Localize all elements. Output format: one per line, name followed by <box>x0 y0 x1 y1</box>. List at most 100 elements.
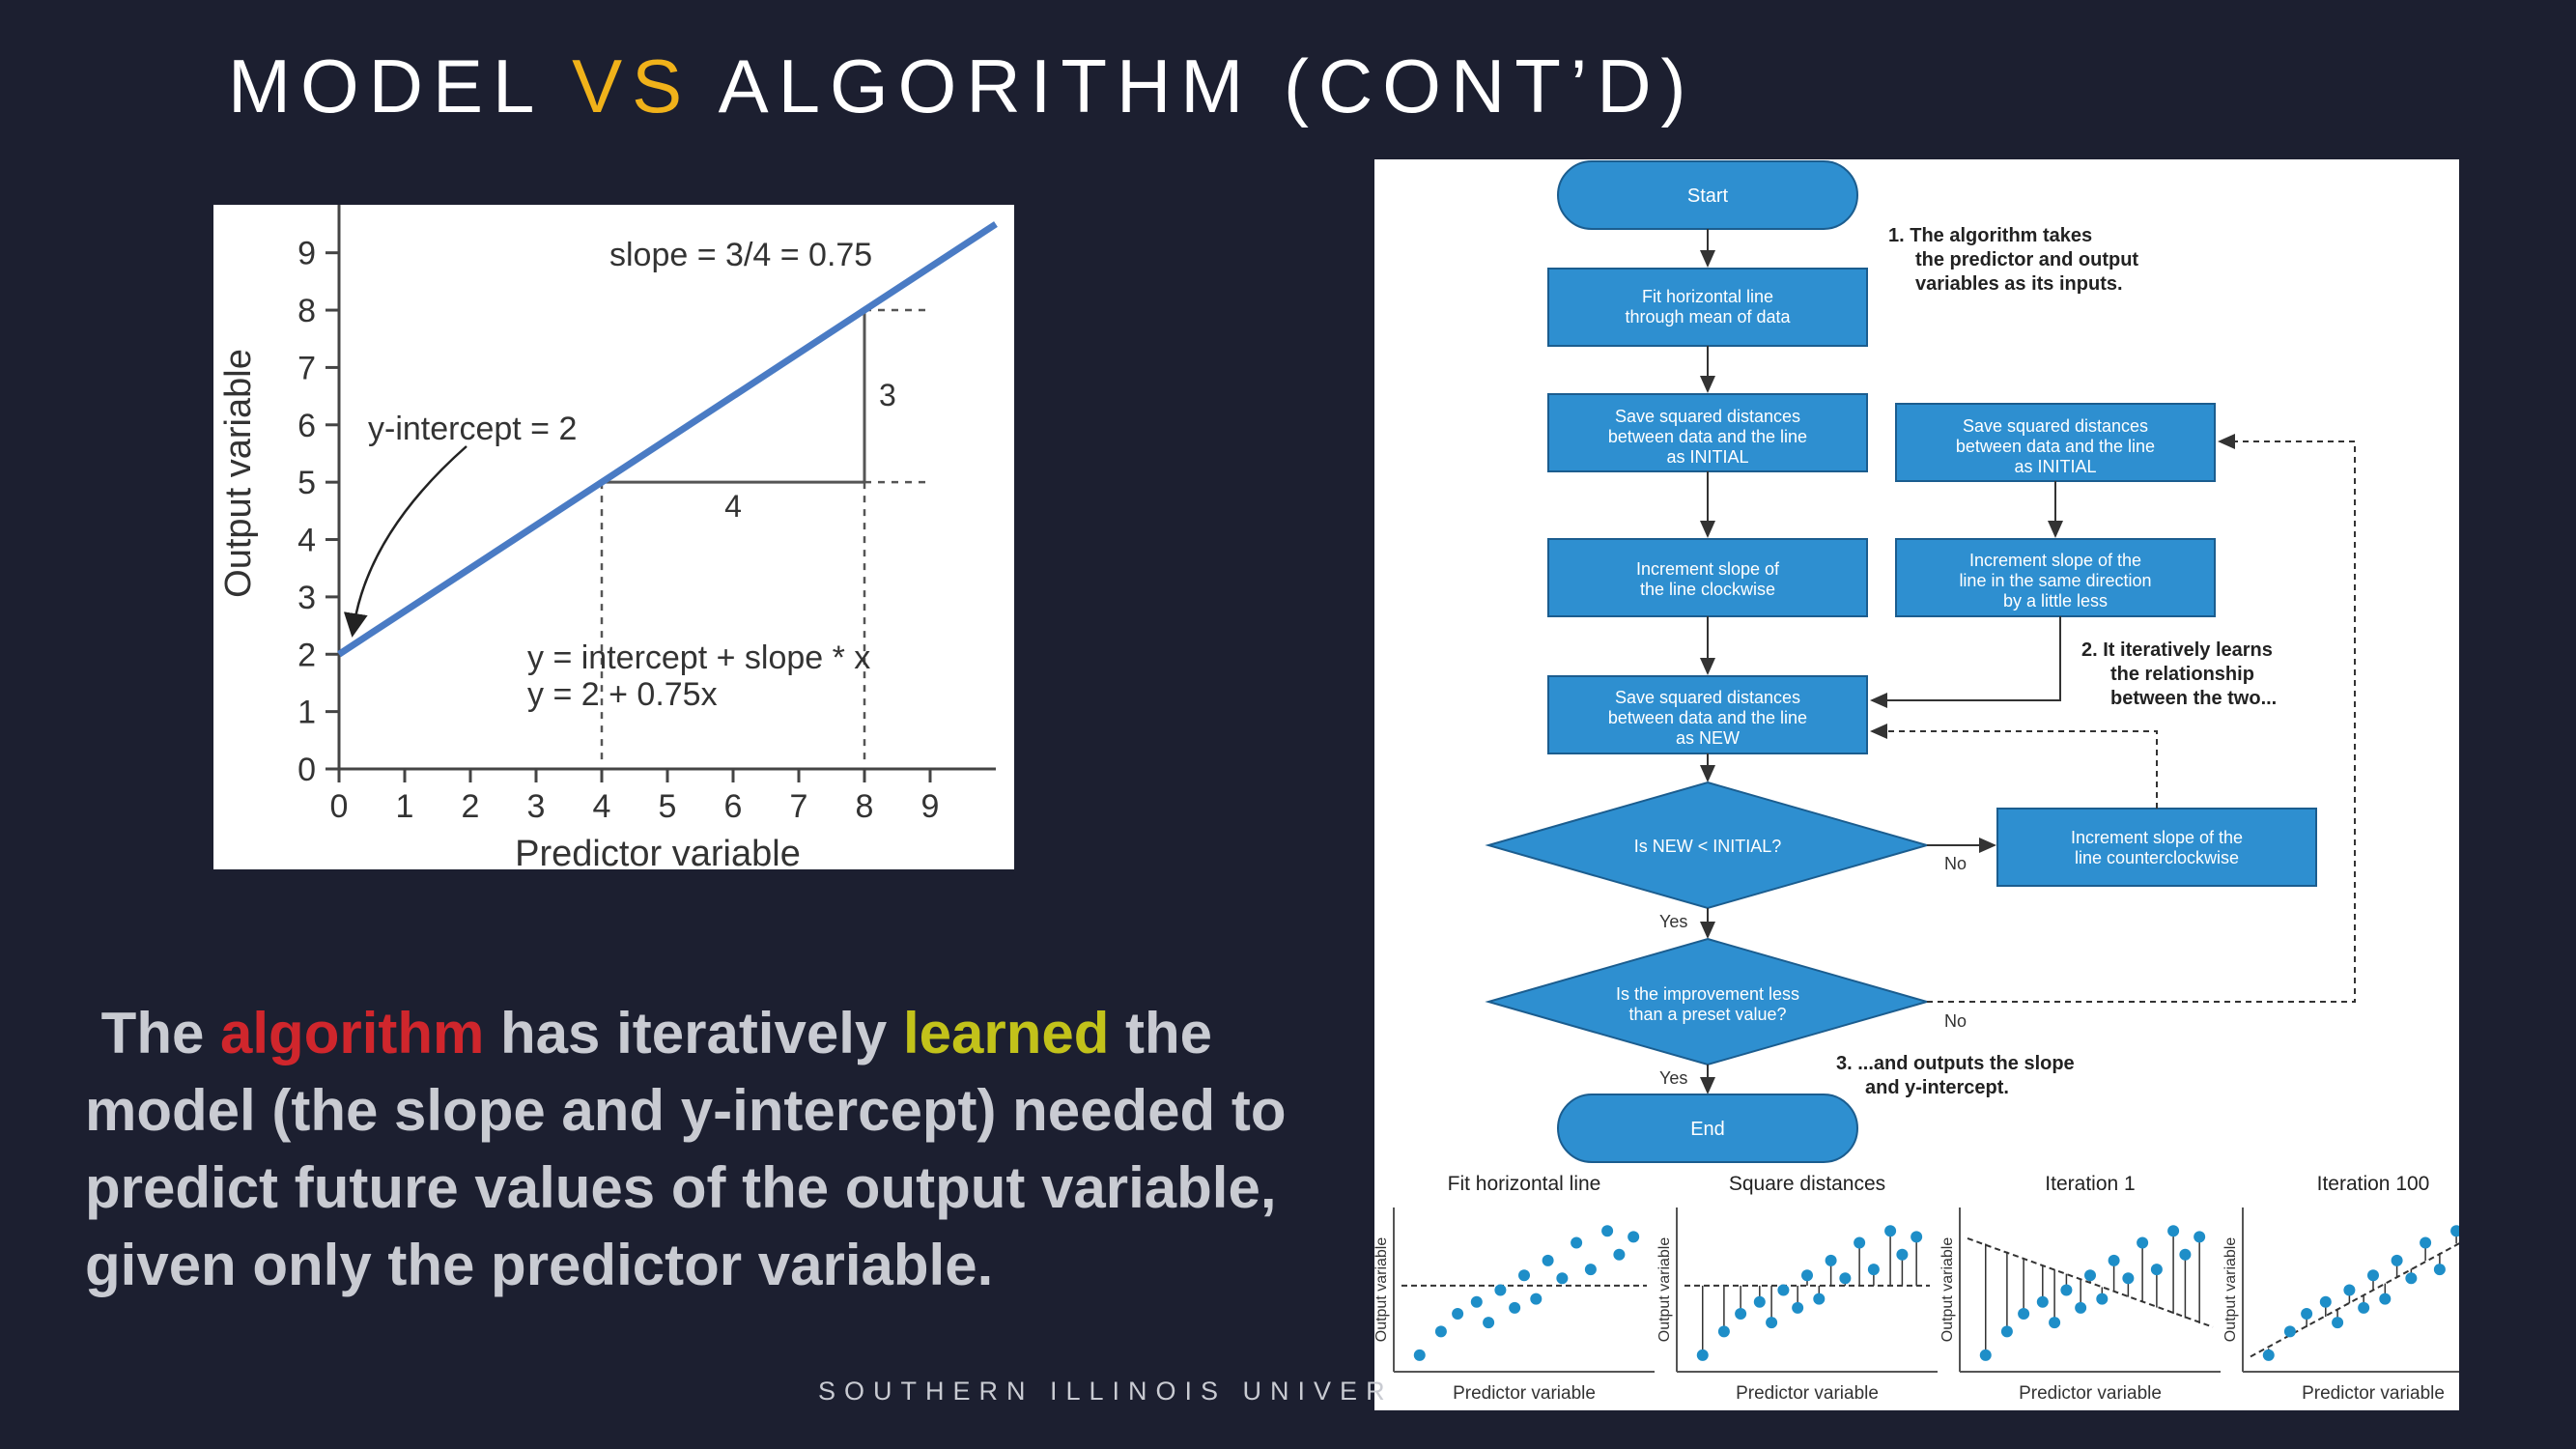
x-tick-label: 4 <box>593 788 611 825</box>
mini-point <box>2262 1349 2275 1361</box>
note2-line1: 2. It iteratively learns <box>2081 639 2273 661</box>
equation-specific: y = 2 + 0.75x <box>527 676 718 713</box>
x-tick-label: 6 <box>724 788 743 825</box>
save-initial-repeat-text-3: as INITIAL <box>2014 457 2096 476</box>
mini-point <box>1777 1284 1790 1296</box>
fit-line-step <box>1547 268 1868 347</box>
x-tick-label: 7 <box>790 788 808 825</box>
mini-point <box>1509 1301 1521 1314</box>
mini-point <box>1884 1225 1897 1237</box>
y-tick-label: 8 <box>297 293 316 329</box>
mini-point <box>1735 1307 1747 1320</box>
x-tick-label: 2 <box>462 788 480 825</box>
mini-point <box>2283 1325 2296 1338</box>
save-initial-repeat-text-1: Save squared distances <box>1963 416 2148 436</box>
mini-point <box>1792 1301 1804 1314</box>
mini-plot: Iteration 100 Predictor variable Output va… <box>2222 1173 2459 1404</box>
mini-point <box>2084 1269 2096 1282</box>
mini-plot-title: Square distances <box>1729 1173 1885 1195</box>
save-initial-text-1: Save squared distances <box>1615 407 1800 426</box>
end-label: End <box>1690 1119 1725 1140</box>
mini-plot: Fit horizontal line Predictor variable Out… <box>1374 1173 1655 1404</box>
note2-line3: between the two... <box>2110 688 2277 709</box>
mini-point <box>2137 1236 2149 1249</box>
algorithm-flowchart-panel: Start Fit horizontal line through mean o… <box>1374 159 2459 1410</box>
mini-point <box>1494 1284 1507 1296</box>
y-axis-label: Output variable <box>218 349 259 598</box>
intercept-label: y-intercept = 2 <box>368 411 577 447</box>
note-inputs: 1. The algorithm takes the predictor and… <box>1888 225 2138 295</box>
mini-point <box>1813 1293 1826 1305</box>
mini-point <box>1911 1231 1923 1243</box>
mini-point <box>2075 1301 2087 1314</box>
note1-line1: 1. The algorithm takes <box>1888 225 2092 246</box>
fit-line-text-2: through mean of data <box>1625 307 1791 327</box>
chart-guides <box>600 308 927 765</box>
y-tick-label: 3 <box>297 580 316 616</box>
mini-point <box>1613 1248 1626 1261</box>
mini-point <box>2167 1225 2180 1237</box>
run-label: 4 <box>724 489 742 524</box>
mini-point <box>2049 1317 2061 1329</box>
start-label: Start <box>1687 185 1729 207</box>
mini-point <box>1556 1272 1569 1285</box>
mini-point <box>2433 1264 2446 1276</box>
save-new-text-3: as NEW <box>1676 728 1740 748</box>
x-axis-label: Predictor variable <box>515 834 801 869</box>
mini-point <box>2358 1301 2370 1314</box>
slide-title: MODEL VS ALGORITHM (CONT’D) <box>228 43 1696 130</box>
mini-point <box>1483 1317 1495 1329</box>
mini-point <box>2405 1272 2418 1285</box>
note-learns: 2. It iteratively learns the relationshi… <box>2081 639 2277 709</box>
mini-point <box>2391 1254 2403 1266</box>
mini-point <box>2450 1225 2459 1237</box>
mini-point <box>1854 1236 1866 1249</box>
y-tick-label: 2 <box>297 637 316 673</box>
yes-label-1: Yes <box>1659 912 1687 931</box>
mini-point <box>2379 1293 2392 1305</box>
slope-label: slope = 3/4 = 0.75 <box>609 237 872 273</box>
mini-point <box>1571 1236 1583 1249</box>
mini-point <box>2367 1269 2379 1282</box>
note1-line2: the predictor and output <box>1915 249 2138 270</box>
mini-point <box>1867 1264 1880 1276</box>
mini-point <box>1470 1295 1483 1308</box>
save-initial-text-2: between data and the line <box>1608 427 1807 446</box>
mini-x-label: Predictor variable <box>1736 1383 1879 1404</box>
x-tick-label: 8 <box>856 788 874 825</box>
x-tick-label: 3 <box>527 788 546 825</box>
mini-point <box>1584 1264 1597 1276</box>
y-tick-label: 7 <box>297 350 316 386</box>
increment-same-text-1: Increment slope of the <box>1969 551 2141 570</box>
save-initial-repeat-step <box>1895 403 2216 482</box>
save-initial-repeat-text-2: between data and the line <box>1956 437 2155 456</box>
increment-clockwise-step <box>1547 538 1868 617</box>
y-tick-label: 4 <box>297 523 316 559</box>
y-tick-label: 0 <box>297 752 316 788</box>
equation-general: y = intercept + slope * x <box>527 639 870 676</box>
increment-same-text-2: line in the same direction <box>1959 571 2151 590</box>
save-new-text-2: between data and the line <box>1608 708 1807 727</box>
mini-point <box>1979 1349 1992 1361</box>
mini-point <box>2420 1236 2432 1249</box>
decision-improvement-text-1: Is the improvement less <box>1616 984 1799 1004</box>
mini-x-label: Predictor variable <box>2302 1383 2445 1404</box>
increment-clockwise-text-2: the line clockwise <box>1640 580 1775 599</box>
mini-point <box>2108 1254 2120 1266</box>
summary-p1: The <box>100 1001 221 1065</box>
note1-line3: variables as its inputs. <box>1915 273 2123 295</box>
mini-y-label: Output variable <box>1939 1237 1956 1343</box>
y-tick-label: 5 <box>297 465 316 501</box>
x-tick-label: 0 <box>330 788 349 825</box>
algorithm-flowchart: Start Fit horizontal line through mean o… <box>1374 160 2459 1404</box>
mini-point <box>1839 1272 1852 1285</box>
mini-point <box>2319 1295 2332 1308</box>
mini-point <box>1542 1254 1554 1266</box>
mini-point <box>2332 1317 2344 1329</box>
mini-plot-title: Fit horizontal line <box>1448 1173 1601 1195</box>
mini-plot-title: Iteration 100 <box>2317 1173 2430 1195</box>
mini-point <box>1801 1269 1813 1282</box>
y-tick-label: 6 <box>297 408 316 444</box>
keyword-algorithm: algorithm <box>220 1001 485 1065</box>
